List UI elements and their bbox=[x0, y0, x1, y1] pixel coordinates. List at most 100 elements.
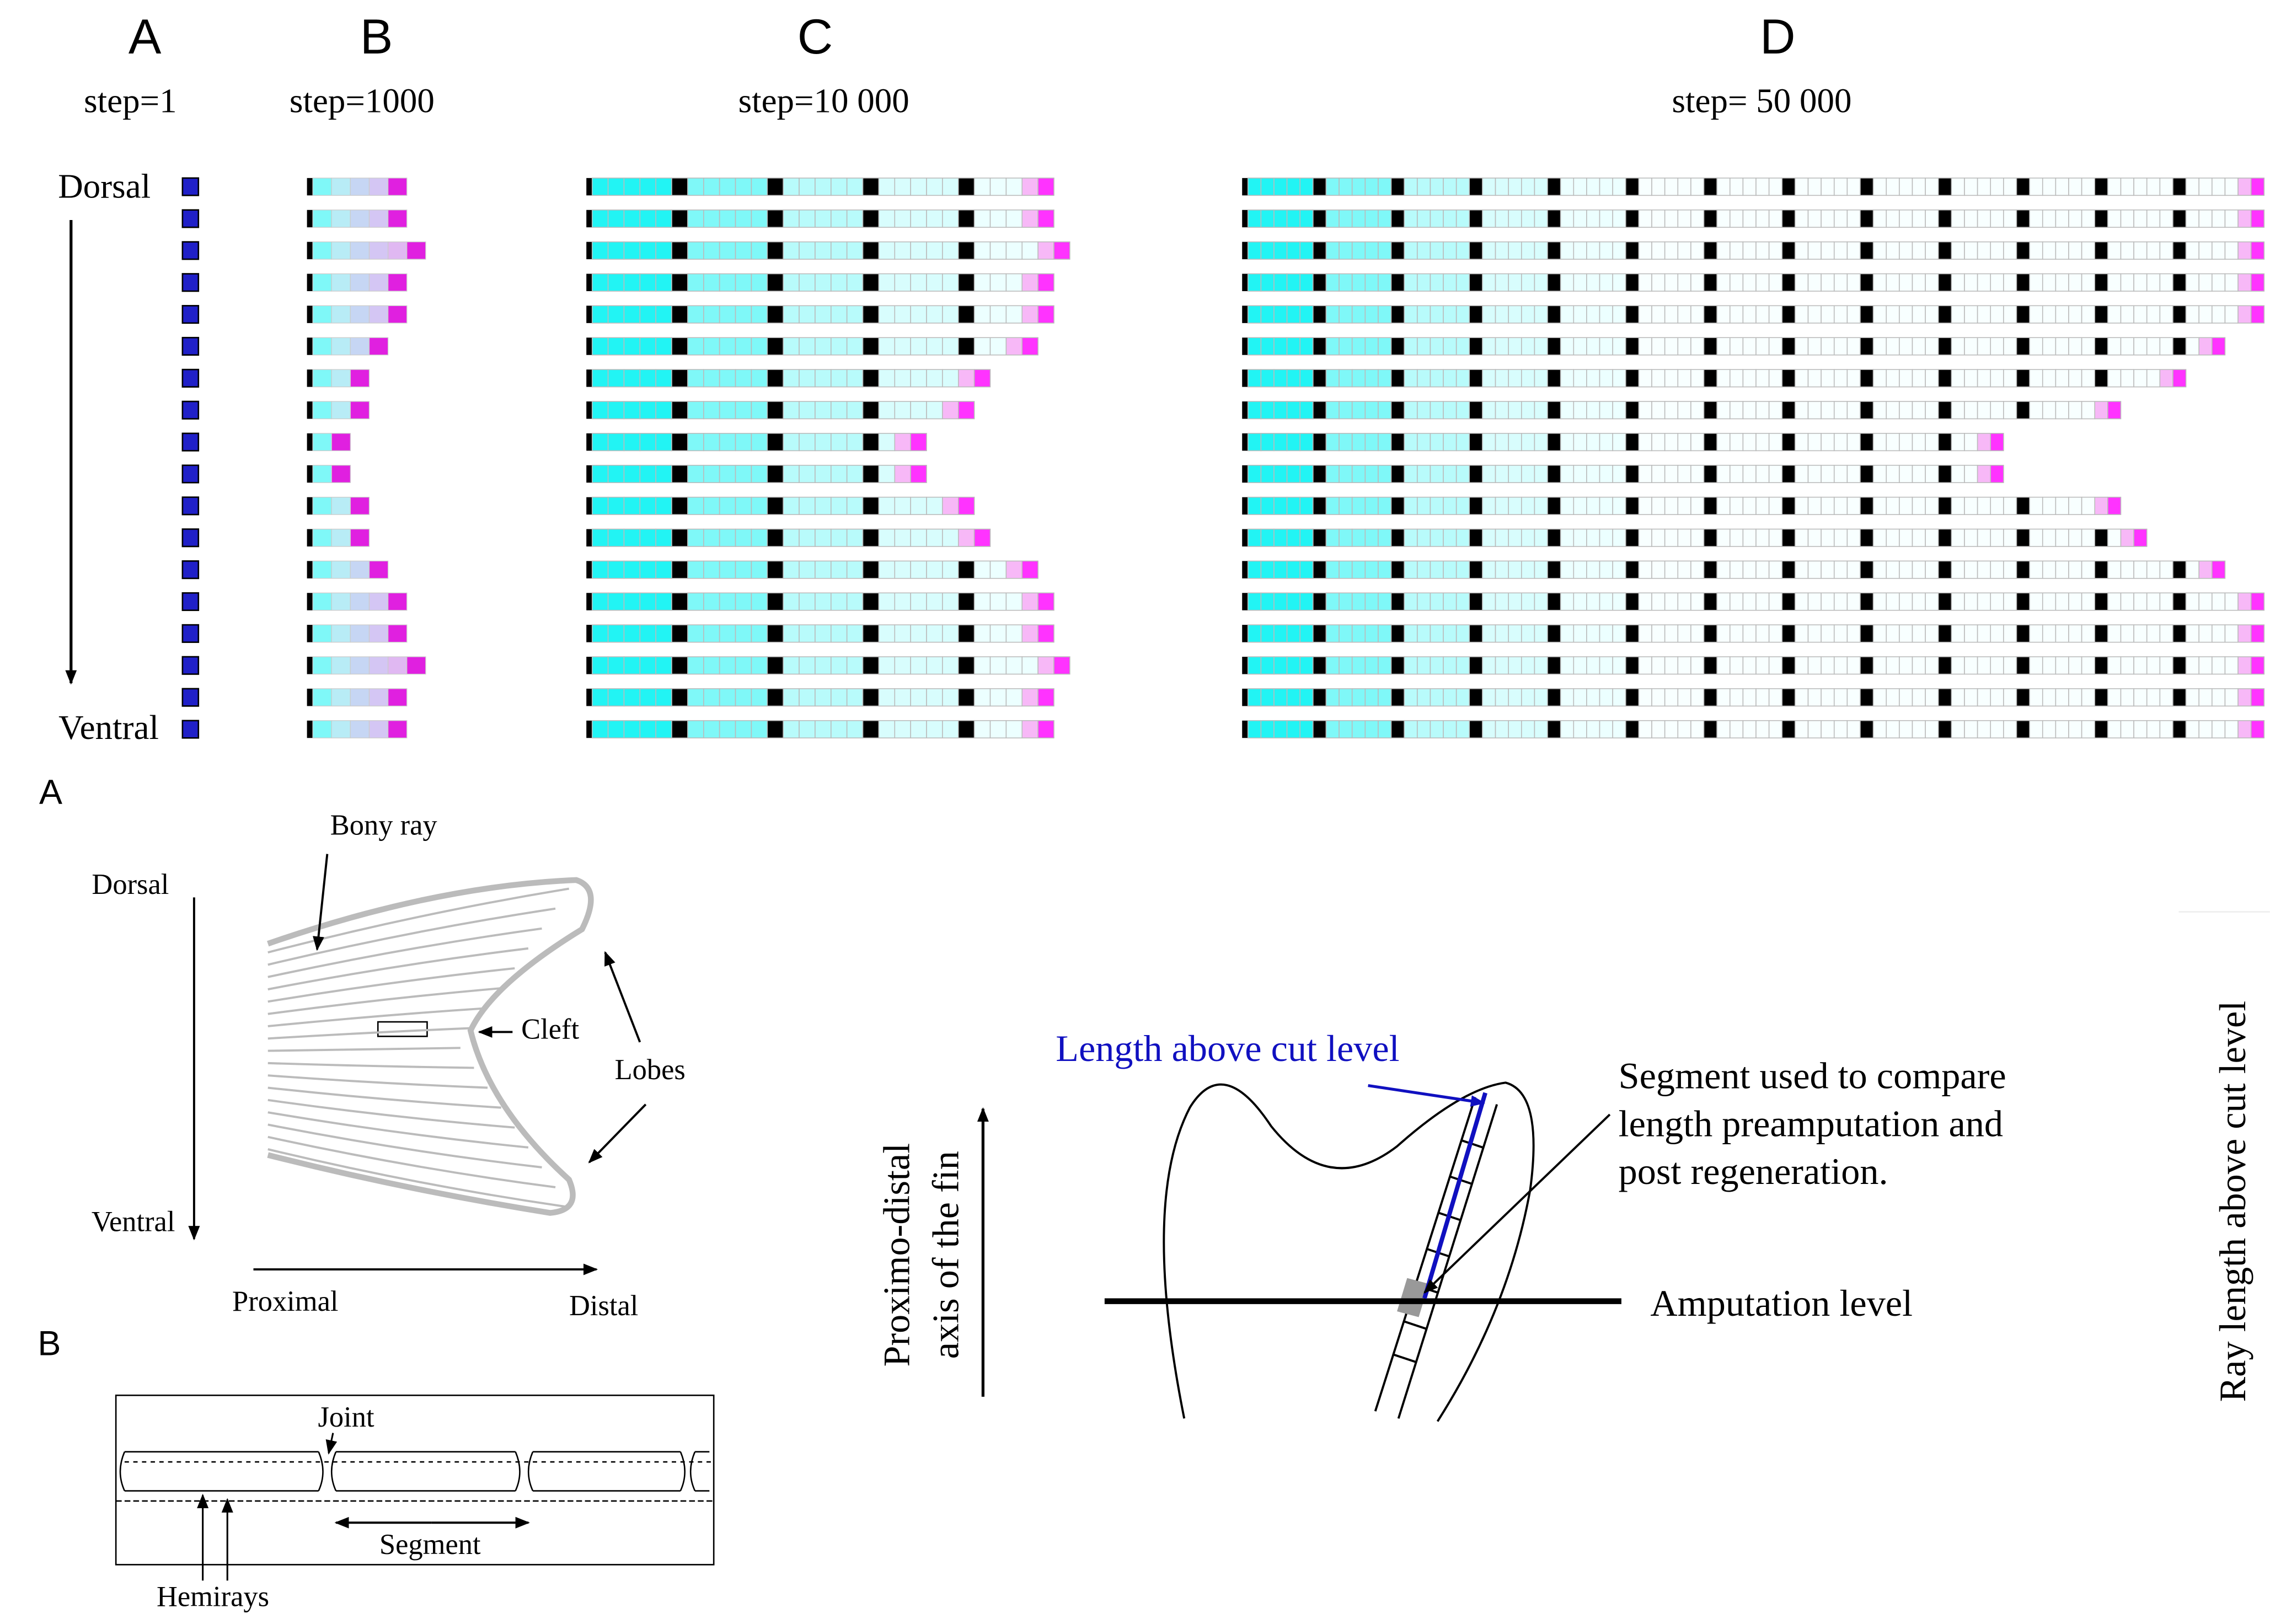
ray-cell bbox=[2055, 178, 2069, 195]
ray-cell bbox=[1913, 497, 1926, 514]
ray-cell bbox=[592, 593, 608, 610]
ray-cell bbox=[1704, 242, 1717, 259]
ray-cell bbox=[895, 401, 911, 419]
ray-cell bbox=[1834, 689, 1848, 706]
ray-cell bbox=[1561, 625, 1574, 642]
ray-cell bbox=[1939, 274, 1952, 291]
ray-cell bbox=[943, 529, 959, 546]
dorsal-label: Dorsal bbox=[92, 869, 169, 901]
ray-cell bbox=[1665, 433, 1678, 451]
ray-cell bbox=[1548, 274, 1561, 291]
ray-cell bbox=[1261, 210, 1274, 227]
ray-cell bbox=[1430, 593, 1443, 610]
ray-cell bbox=[1417, 337, 1431, 355]
ray-cell bbox=[1678, 689, 1691, 706]
ray-cell bbox=[1326, 210, 1339, 227]
ray-cell bbox=[1652, 178, 1665, 195]
ray-cell bbox=[1951, 497, 1964, 514]
ray-cell bbox=[1665, 369, 1678, 387]
ray-cell bbox=[1469, 465, 1482, 483]
ray-cell bbox=[688, 529, 704, 546]
ray-cell bbox=[1508, 433, 1522, 451]
ray-cell bbox=[736, 561, 752, 578]
ray-cell bbox=[2173, 274, 2186, 291]
ray-cell bbox=[1391, 465, 1405, 483]
ray-cell bbox=[407, 657, 426, 674]
ray-cell bbox=[2043, 657, 2056, 674]
ray-cell bbox=[1678, 305, 1691, 323]
ray-cell bbox=[1378, 305, 1391, 323]
ray-cell bbox=[1665, 657, 1678, 674]
ray-cell bbox=[815, 242, 831, 259]
ray-cell bbox=[1457, 593, 1470, 610]
ray-cell bbox=[1261, 561, 1274, 578]
ray-cell bbox=[879, 593, 895, 610]
ray-cell bbox=[1951, 210, 1964, 227]
ray-cell bbox=[183, 465, 199, 483]
ray-cell bbox=[879, 721, 895, 738]
ray-cell bbox=[720, 657, 736, 674]
ray-base bbox=[586, 497, 592, 514]
ray-cell bbox=[331, 401, 350, 419]
ray-cell bbox=[672, 721, 688, 738]
ray-cell bbox=[2199, 593, 2212, 610]
ray-cell bbox=[1522, 401, 1535, 419]
ray-cell bbox=[911, 625, 927, 642]
ray-cell bbox=[1287, 497, 1300, 514]
ray-cell bbox=[1300, 178, 1313, 195]
ray-cell bbox=[2160, 305, 2173, 323]
ray-cell bbox=[1022, 689, 1038, 706]
ray-cell bbox=[1913, 465, 1926, 483]
ray-cell bbox=[331, 657, 350, 674]
ray-cell bbox=[991, 305, 1006, 323]
ray-cell bbox=[1769, 689, 1782, 706]
ray-cell bbox=[1287, 210, 1300, 227]
ray-cell bbox=[2082, 721, 2095, 738]
ray-cell bbox=[847, 689, 863, 706]
ray-cell bbox=[1561, 210, 1574, 227]
ray-cell bbox=[2069, 242, 2082, 259]
ray-cell bbox=[1899, 401, 1913, 419]
ray-cell bbox=[1873, 689, 1887, 706]
ray-cell bbox=[1691, 178, 1704, 195]
ray-cell bbox=[1834, 210, 1848, 227]
ray-cell bbox=[1274, 497, 1287, 514]
ray-cell bbox=[943, 593, 959, 610]
ray-cell bbox=[1847, 433, 1860, 451]
ray-cell bbox=[1391, 305, 1405, 323]
ray-cell bbox=[1600, 465, 1613, 483]
ray-cell bbox=[1417, 593, 1431, 610]
ray-base bbox=[1242, 497, 1248, 514]
ray-cell bbox=[656, 369, 672, 387]
ray-cell bbox=[2199, 274, 2212, 291]
segment-note: length preamputation and bbox=[1619, 1102, 2003, 1144]
ray-cell bbox=[1756, 529, 1769, 546]
ray-cell bbox=[1508, 593, 1522, 610]
ray-cell bbox=[2134, 561, 2147, 578]
ray-cell bbox=[1821, 593, 1834, 610]
fin-ray bbox=[268, 968, 515, 1001]
ray-cell bbox=[1378, 625, 1391, 642]
ray-cell bbox=[2147, 721, 2160, 738]
ray-cell bbox=[704, 242, 720, 259]
ray-cell bbox=[767, 465, 783, 483]
ray-cell bbox=[1886, 689, 1899, 706]
ray-cell bbox=[1769, 593, 1782, 610]
ray-cell bbox=[1939, 625, 1952, 642]
ray-cell bbox=[2016, 274, 2030, 291]
ray-cell bbox=[1430, 625, 1443, 642]
ray-cell bbox=[2043, 561, 2056, 578]
ray-cell bbox=[1326, 529, 1339, 546]
ray-cell bbox=[331, 210, 350, 227]
ray-cell bbox=[1443, 497, 1457, 514]
ray-cell bbox=[2212, 561, 2225, 578]
ray-cell bbox=[2173, 593, 2186, 610]
ray-base bbox=[307, 529, 313, 546]
ray-cell bbox=[1613, 721, 1626, 738]
ray-cell bbox=[1248, 401, 1261, 419]
ray-base bbox=[586, 337, 592, 355]
ray-cell bbox=[640, 657, 656, 674]
ray-cell bbox=[1496, 593, 1509, 610]
ray-cell bbox=[1378, 593, 1391, 610]
ray-cell bbox=[2238, 178, 2251, 195]
